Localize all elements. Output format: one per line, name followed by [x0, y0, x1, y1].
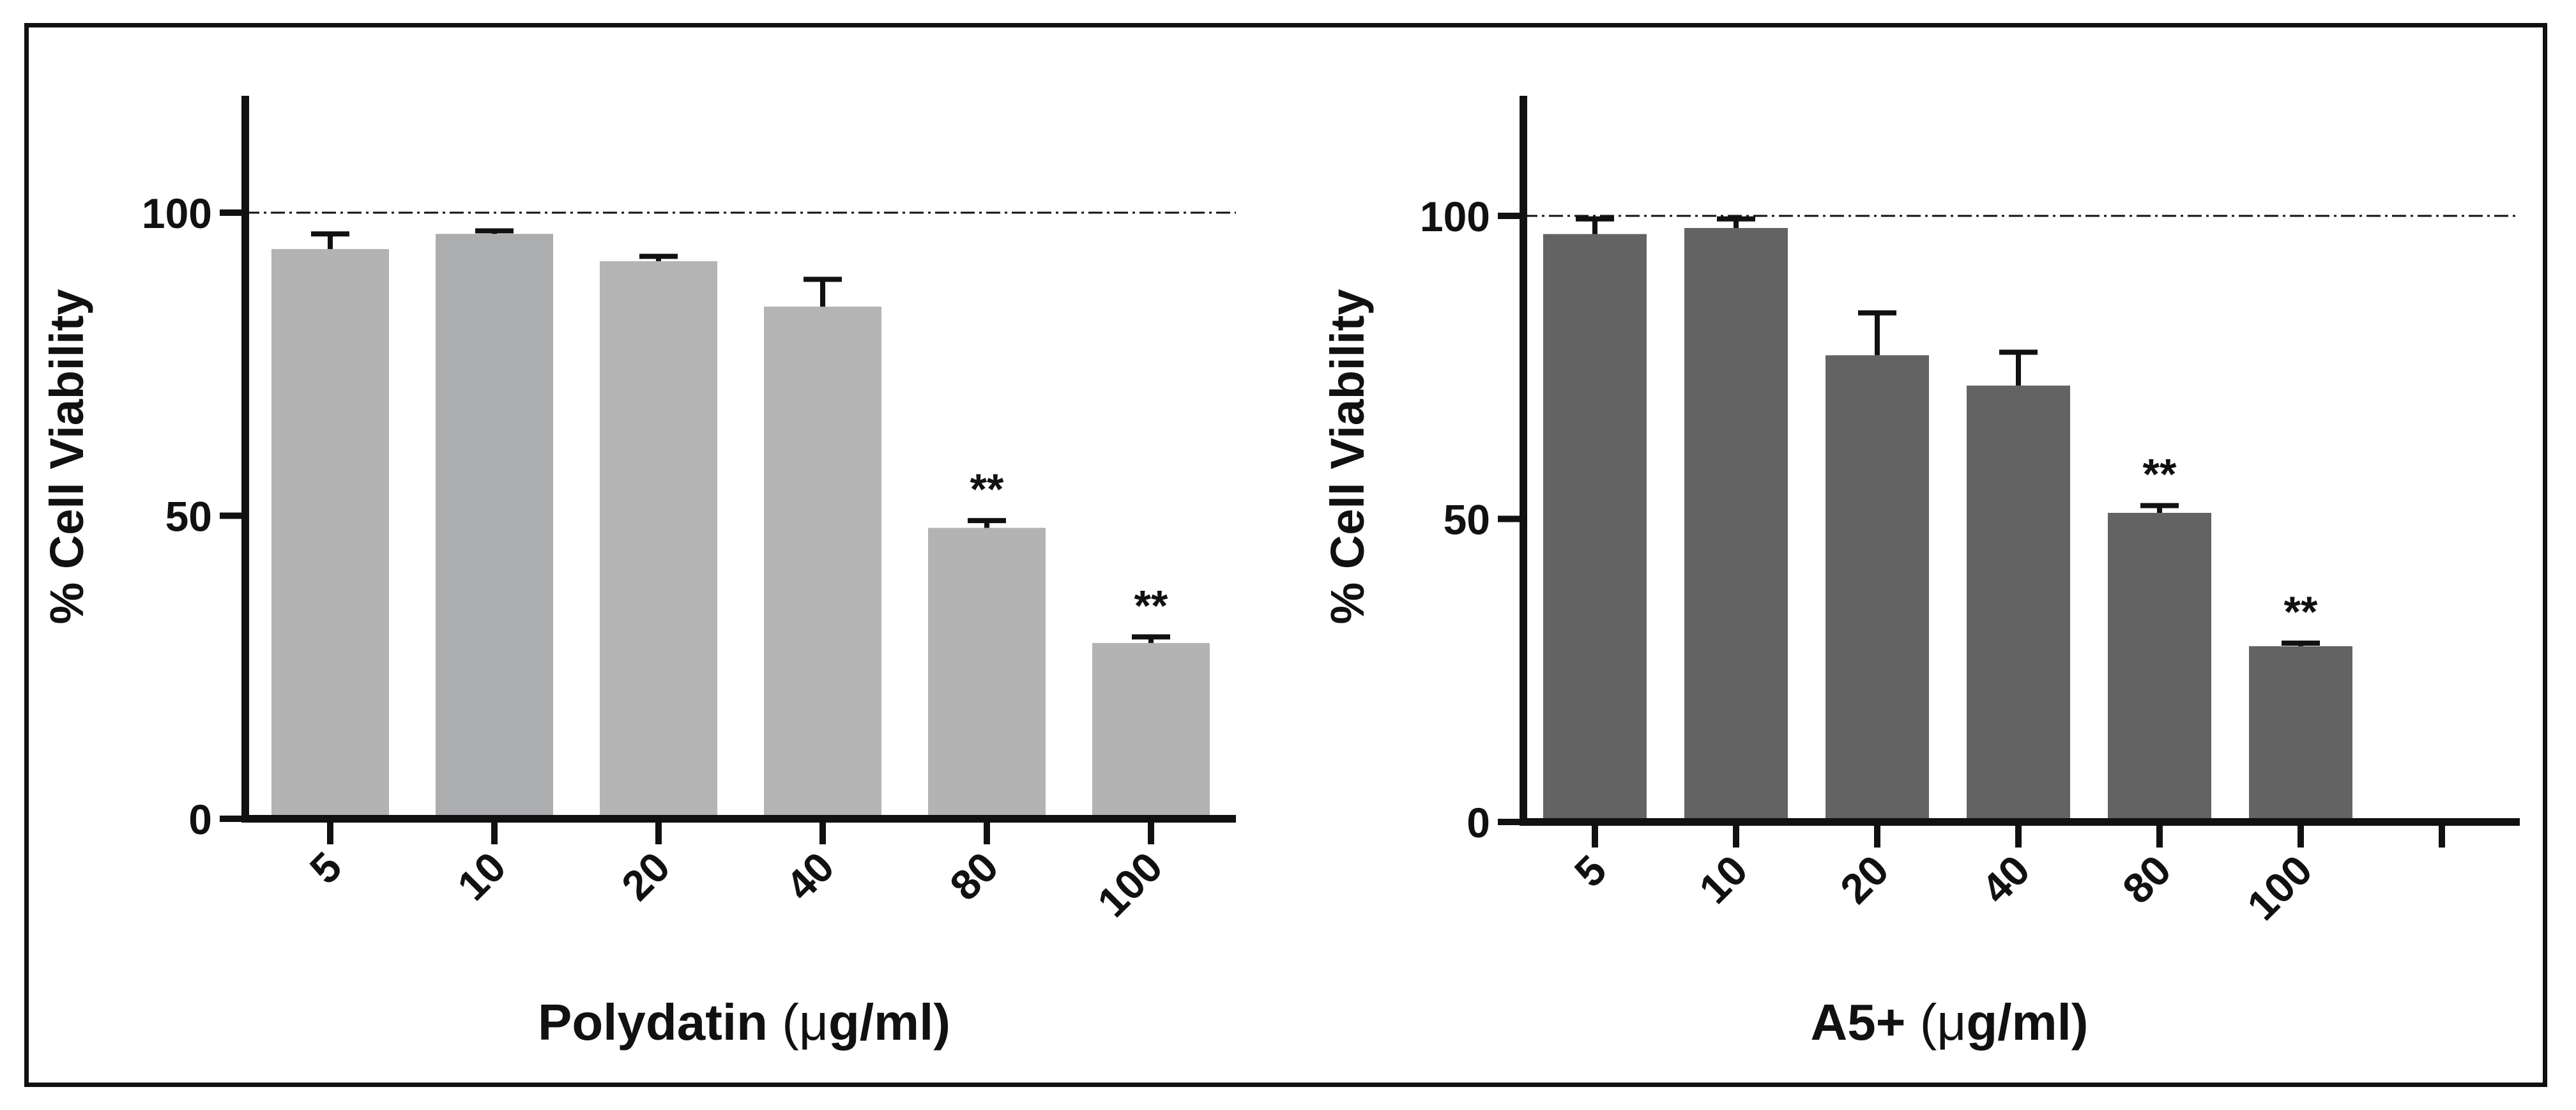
a5-x-axis-title-part-2: g/ml) [1966, 994, 2088, 1051]
a5-bar-100 [2249, 646, 2352, 822]
polydatin-bar-40 [764, 307, 881, 819]
polydatin-x-axis-title-part-2: g/ml) [828, 994, 950, 1051]
polydatin-x-tick-label-100: 100 [1088, 843, 1171, 926]
polydatin-y-tick-label-0: 0 [188, 796, 212, 843]
a5-significance-80: ** [2143, 450, 2177, 499]
polydatin-chart: ** ** 0 50 100 5 10 20 40 80 100 % Cell Viability Po… [40, 96, 1236, 1051]
polydatin-x-axis-title-part-1: (μ [782, 994, 828, 1051]
a5-bar-10 [1684, 227, 1788, 823]
polydatin-bar-10 [436, 234, 553, 819]
a5-y-tick-label-50: 50 [1444, 496, 1490, 544]
polydatin-x-tick-label-5: 5 [301, 843, 351, 893]
a5-chart: ** ** 0 50 100 5 10 20 40 80 100 % Cell Viability A5… [1321, 96, 2520, 1051]
a5-x-tick-label-100: 100 [2238, 846, 2321, 929]
polydatin-significance-100: ** [1134, 581, 1168, 630]
a5-bar-80 [2108, 513, 2211, 822]
polydatin-bar-100 [1092, 642, 1210, 819]
polydatin-x-tick-label-10: 10 [448, 843, 515, 909]
polydatin-bar-80 [928, 528, 1046, 819]
polydatin-bar-5 [271, 248, 389, 819]
a5-y-axis-title: % Cell Viability [1321, 289, 1374, 624]
polydatin-y-tick-label-50: 50 [165, 493, 212, 540]
a5-x-axis-title: A5+ (μg/ml) [1810, 994, 2088, 1051]
a5-bar-20 [1825, 355, 1929, 822]
a5-x-tick-label-5: 5 [1566, 846, 1615, 896]
a5-x-tick-label-20: 20 [1831, 846, 1898, 913]
polydatin-y-tick-label-100: 100 [142, 190, 212, 237]
polydatin-x-axis-title-part-0: Polydatin [538, 994, 782, 1051]
polydatin-y-axis-title: % Cell Viability [40, 289, 93, 624]
a5-bar-40 [1967, 385, 2070, 822]
a5-x-axis-title-part-0: A5+ [1810, 994, 1919, 1051]
a5-x-axis-title-part-1: (μ [1920, 994, 1967, 1051]
a5-y-tick-label-100: 100 [1420, 193, 1490, 240]
a5-x-tick-label-10: 10 [1690, 846, 1757, 913]
a5-x-tick-label-80: 80 [2114, 846, 2180, 913]
polydatin-x-axis-title: Polydatin (μg/ml) [538, 994, 950, 1051]
a5-x-tick-label-40: 40 [1972, 846, 2039, 913]
polydatin-bar-20 [600, 261, 717, 819]
figure-frame [24, 23, 2547, 1087]
a5-y-tick-label-0: 0 [1467, 799, 1490, 846]
polydatin-significance-80: ** [970, 465, 1004, 513]
a5-significance-100: ** [2284, 588, 2318, 636]
polydatin-x-tick-label-20: 20 [613, 843, 679, 909]
polydatin-x-tick-label-80: 80 [941, 843, 1007, 909]
polydatin-x-tick-label-40: 40 [777, 843, 843, 909]
a5-bar-5 [1543, 234, 1647, 823]
